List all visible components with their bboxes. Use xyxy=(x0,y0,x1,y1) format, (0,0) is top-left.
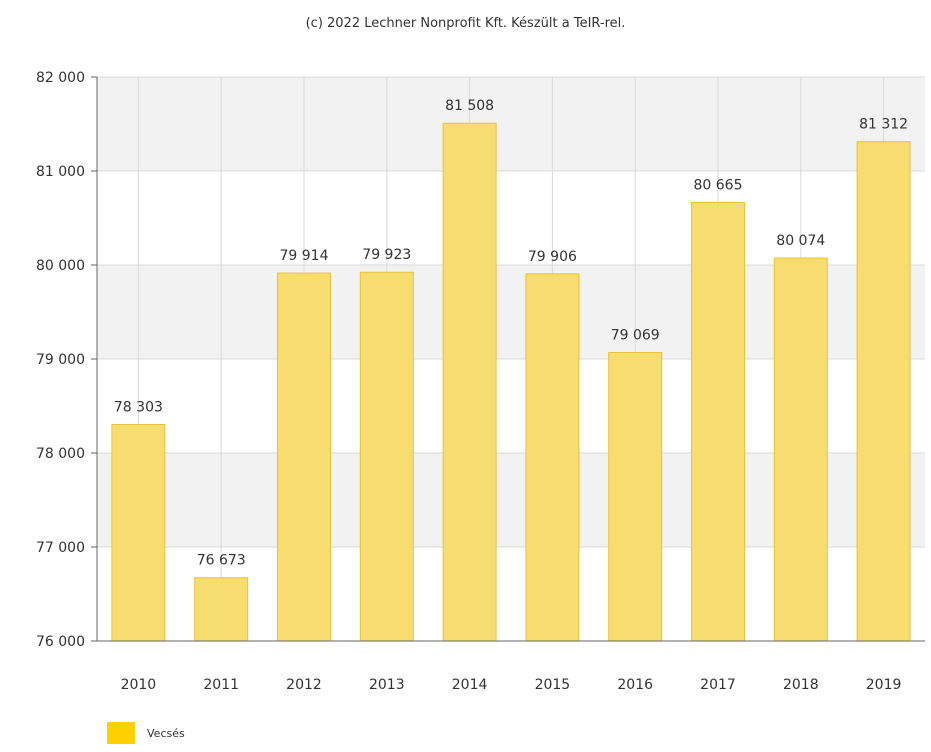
bar xyxy=(359,271,414,642)
data-label: 80 665 xyxy=(694,177,743,193)
data-label: 79 906 xyxy=(528,249,577,265)
y-tick-label: 77 000 xyxy=(36,540,85,556)
data-label: 78 303 xyxy=(114,400,163,416)
legend-swatch xyxy=(107,722,135,744)
y-tick-label: 79 000 xyxy=(36,352,85,368)
bar xyxy=(773,257,828,642)
x-tick-label: 2012 xyxy=(286,677,322,693)
bar xyxy=(525,273,580,642)
y-tick-label: 82 000 xyxy=(36,70,85,86)
x-tick-label: 2019 xyxy=(866,677,902,693)
data-label: 80 074 xyxy=(776,233,825,249)
y-tick-label: 78 000 xyxy=(36,446,85,462)
data-label: 79 923 xyxy=(362,247,411,263)
x-tick-label: 2014 xyxy=(452,677,488,693)
y-tick-label: 81 000 xyxy=(36,164,85,180)
bar xyxy=(277,272,331,642)
x-tick-label: 2010 xyxy=(121,677,157,693)
x-tick-label: 2018 xyxy=(783,677,819,693)
x-tick-label: 2011 xyxy=(203,677,239,693)
bar xyxy=(111,424,166,642)
y-tick-label: 76 000 xyxy=(36,634,85,650)
bar xyxy=(194,577,249,642)
data-label: 81 312 xyxy=(859,117,908,133)
x-tick-label: 2013 xyxy=(369,677,405,693)
x-tick-label: 2015 xyxy=(535,677,571,693)
bar xyxy=(856,141,911,642)
y-tick-label: 80 000 xyxy=(36,258,85,274)
bar xyxy=(608,352,663,642)
bar xyxy=(442,122,497,642)
data-label: 79 914 xyxy=(280,248,329,264)
data-label: 76 673 xyxy=(197,553,246,569)
chart-credit: (c) 2022 Lechner Nonprofit Kft. Készült … xyxy=(305,16,626,31)
data-label: 81 508 xyxy=(445,98,494,114)
legend-label: Vecsés xyxy=(147,727,185,740)
data-label: 79 069 xyxy=(611,328,660,344)
x-tick-label: 2017 xyxy=(700,677,736,693)
bar xyxy=(691,201,745,642)
x-tick-label: 2016 xyxy=(617,677,653,693)
grid-band xyxy=(97,77,925,171)
